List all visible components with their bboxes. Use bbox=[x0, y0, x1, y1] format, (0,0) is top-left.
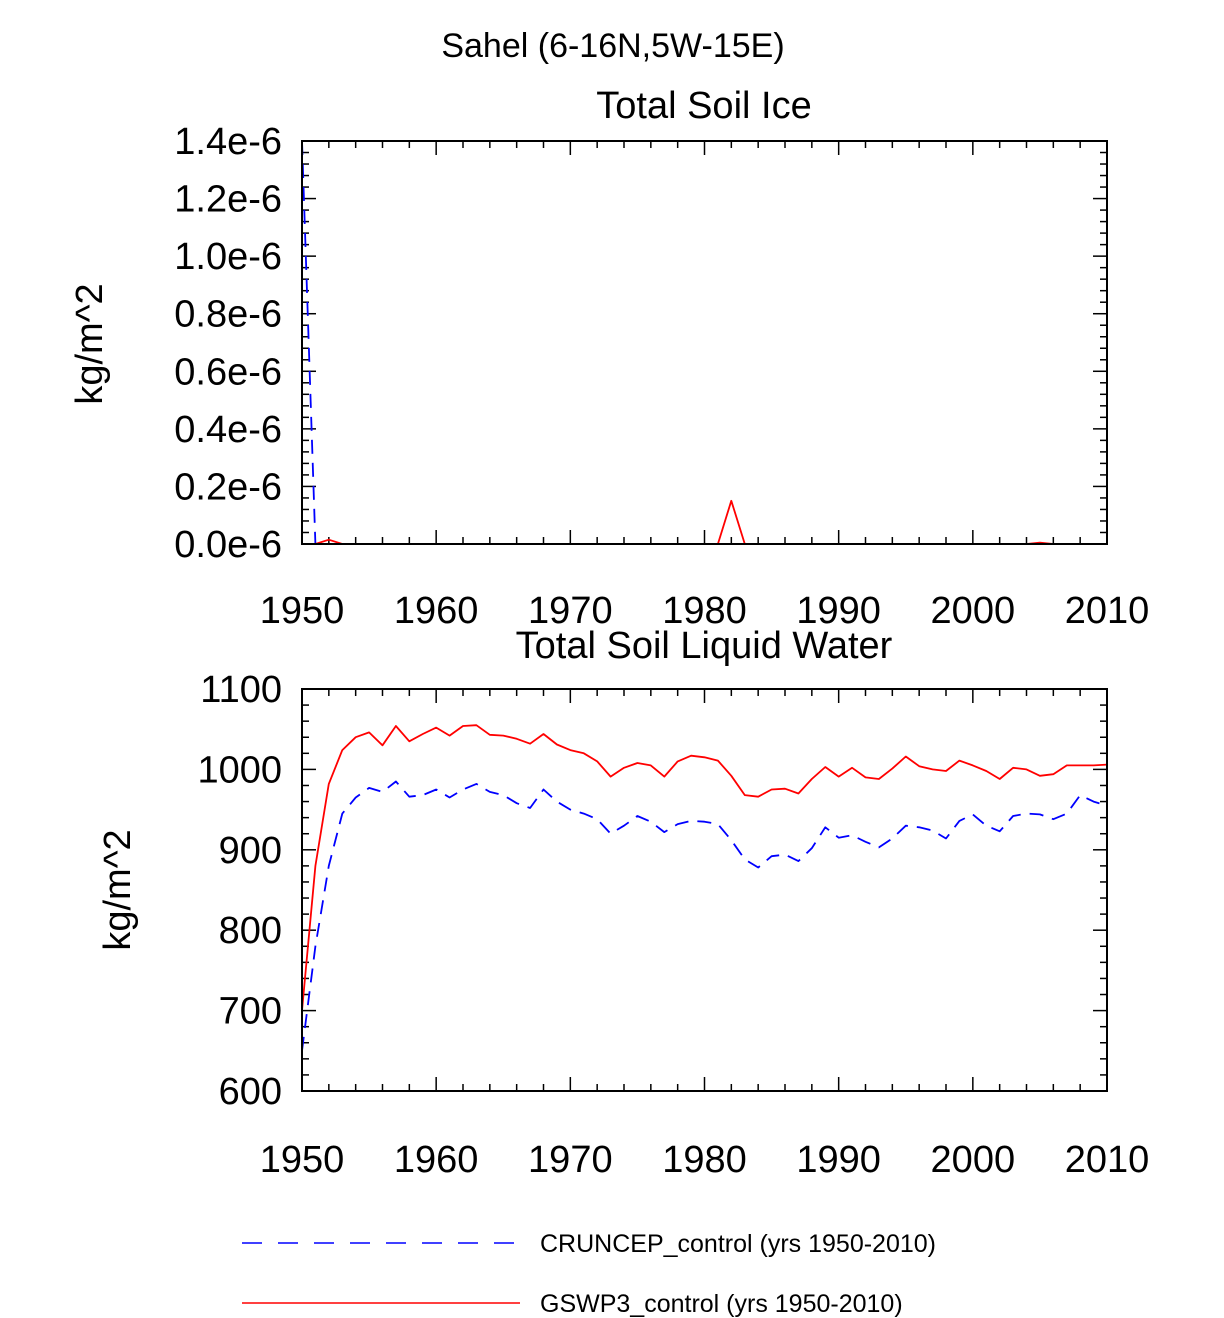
panel-total-soil-liquid-water: Total Soil Liquid Water kg/m^2 1950 1960 1… bbox=[97, 625, 1149, 1181]
y-axis-label: kg/m^2 bbox=[69, 283, 111, 404]
x-tick-label: 1980 bbox=[662, 590, 747, 632]
panel-title: Total Soil Liquid Water bbox=[516, 625, 893, 667]
x-tick-label: 1990 bbox=[796, 590, 881, 632]
x-tick-label: 1950 bbox=[260, 1139, 345, 1181]
y-tick-label: 0.0e-6 bbox=[174, 524, 282, 566]
legend-label-cruncep: CRUNCEP_control (yrs 1950-2010) bbox=[540, 1230, 936, 1258]
legend-label-gswp3: GSWP3_control (yrs 1950-2010) bbox=[540, 1290, 903, 1318]
series-line-gswp3-control bbox=[301, 724, 1108, 1011]
x-tick-label: 2010 bbox=[1065, 590, 1150, 632]
series-line-gswp3-control bbox=[315, 499, 1054, 545]
y-tick-label: 1.0e-6 bbox=[174, 236, 282, 278]
legend: CRUNCEP_control (yrs 1950-2010) GSWP3_co… bbox=[242, 1230, 936, 1318]
y-tick-label: 700 bbox=[219, 991, 282, 1033]
series-group bbox=[301, 724, 1108, 1051]
x-tick-label: 2000 bbox=[931, 1139, 1016, 1181]
series-line-cruncep-control bbox=[301, 140, 1107, 545]
x-tick-label: 1960 bbox=[394, 590, 479, 632]
x-tick-label: 1950 bbox=[260, 590, 345, 632]
series-group bbox=[301, 140, 1107, 545]
axis-ticks: 1950 1960 1970 1980 1990 2000 2010 0.0e-6 0.2e-6… bbox=[174, 121, 1149, 632]
x-tick-label: 2010 bbox=[1065, 1139, 1150, 1181]
series-line-cruncep-control bbox=[301, 780, 1108, 1051]
y-tick-label: 0.4e-6 bbox=[174, 409, 282, 451]
y-tick-label: 0.2e-6 bbox=[174, 466, 282, 508]
y-tick-label: 1.4e-6 bbox=[174, 121, 282, 163]
axis-ticks: 1950 1960 1970 1980 1990 2000 2010 600 700 800 900… bbox=[197, 669, 1149, 1181]
y-axis-label: kg/m^2 bbox=[97, 829, 139, 950]
x-tick-label: 1990 bbox=[796, 1139, 881, 1181]
y-tick-label: 800 bbox=[219, 910, 282, 952]
y-tick-label: 0.6e-6 bbox=[174, 351, 282, 393]
panel-total-soil-ice: Total Soil Ice kg/m^2 1950 1960 1970 1980 19… bbox=[69, 85, 1149, 632]
x-tick-label: 1970 bbox=[528, 590, 613, 632]
panel-title: Total Soil Ice bbox=[596, 85, 811, 127]
x-tick-label: 2000 bbox=[931, 590, 1016, 632]
x-tick-label: 1980 bbox=[662, 1139, 747, 1181]
plot-frame bbox=[301, 688, 1108, 1092]
y-tick-label: 1.2e-6 bbox=[174, 179, 282, 221]
y-tick-label: 1100 bbox=[200, 669, 282, 711]
x-tick-label: 1960 bbox=[394, 1139, 479, 1181]
x-tick-label: 1970 bbox=[528, 1139, 613, 1181]
y-tick-label: 900 bbox=[219, 830, 282, 872]
figure-title: Sahel (6-16N,5W-15E) bbox=[441, 27, 784, 65]
plot-frame bbox=[301, 140, 1108, 545]
y-tick-label: 0.8e-6 bbox=[174, 294, 282, 336]
y-tick-label: 1000 bbox=[197, 749, 282, 791]
y-tick-label: 600 bbox=[219, 1071, 282, 1113]
